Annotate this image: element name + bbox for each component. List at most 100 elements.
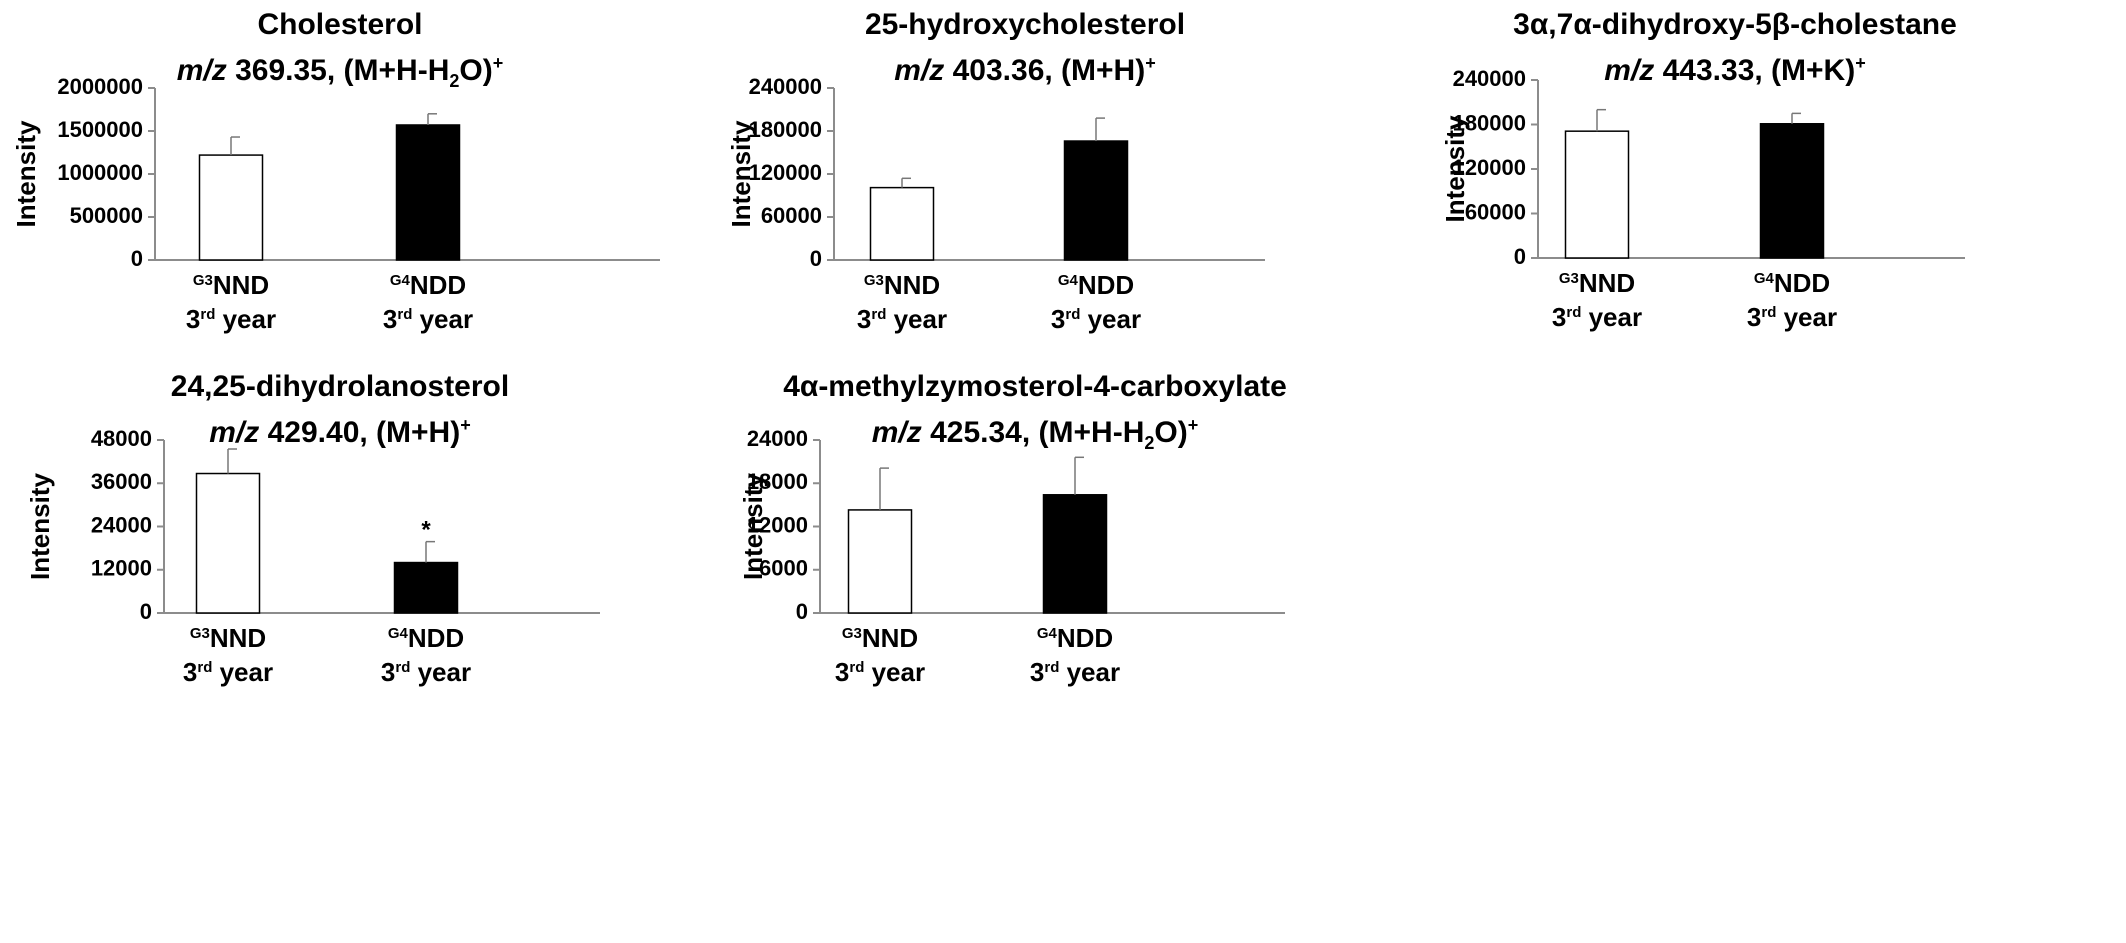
bar [869,186,935,261]
chart-panel-dihydroxy-cholestane: 3α,7α-dihydroxy-5β-cholestane m/z 443.33… [1405,0,2105,470]
adduct-post: O) [459,54,493,87]
x-category-year: 3rd year [381,657,471,687]
significance-marker: * [421,517,431,544]
x-category-label: G4NDD [388,623,464,653]
x-category-year: 3rd year [186,304,276,334]
mz-line: m/z 403.36, (M+H)+ [745,44,1305,100]
x-category-label: G4NDD [1058,270,1134,300]
y-tick-label: 24000 [91,512,152,537]
x-category-label: G4NDD [1037,623,1113,653]
adduct-pre: , (M+K) [1754,54,1856,87]
adduct-sup: + [492,53,504,73]
y-tick-label: 0 [796,599,808,624]
y-tick-label: 0 [1514,244,1526,269]
chart-title: 25-hydroxycholesterol m/z 403.36, (M+H)+ [745,6,1305,100]
adduct-sup: + [1855,53,1866,73]
y-tick-label: 1500000 [57,117,143,142]
y-tick-label: 240000 [749,74,822,99]
y-tick-label: 180000 [1453,110,1526,135]
bar [395,124,461,261]
mz-line: m/z 429.40, (M+H)+ [60,406,620,462]
y-tick-label: 60000 [1465,199,1526,224]
y-tick-label: 1000000 [57,160,143,185]
x-category-year: 3rd year [1051,304,1141,334]
mz-value: 429.40 [267,416,360,449]
adduct-sub: 2 [449,71,460,91]
y-tick-label: 180000 [749,117,822,142]
y-tick-label: 500000 [70,203,143,228]
x-category-label: G4NDD [390,270,466,300]
x-category-label: G3NND [842,623,918,653]
adduct-sub: 2 [1144,433,1155,453]
chart-svg: Intensity 0 12000 24000 36000 48000 G3NND 3rd y… [25,426,600,687]
adduct-sup: + [1145,53,1156,73]
x-category-label: G3NND [864,270,940,300]
chart-svg: Intensity 0 60000 120000 180000 240000 G3NND 3r… [726,74,1265,334]
y-tick-label: 240000 [1453,66,1526,91]
y-tick-label: 24000 [747,426,808,451]
mz-label: m/z [894,54,945,87]
bar [198,154,264,261]
x-category-year: 3rd year [1747,302,1837,332]
x-category-year: 3rd year [1030,657,1120,687]
chart-title: Cholesterol m/z 369.35, (M+H-H2O)+ [50,6,630,100]
adduct-pre: , (M+H) [1044,54,1146,87]
x-category-label: G3NND [1559,268,1635,298]
compound-name: 25-hydroxycholesterol [864,8,1186,41]
chart-title: 3α,7α-dihydroxy-5β-cholestane m/z 443.33… [1445,6,2025,100]
bar [1042,494,1108,614]
x-category-year: 3rd year [383,304,473,334]
mz-label: m/z [1604,54,1655,87]
x-category-year: 3rd year [1552,302,1642,332]
y-tick-label: 60000 [761,203,822,228]
x-category-year: 3rd year [835,657,925,687]
mz-label: m/z [871,416,922,449]
bar [1759,123,1825,259]
y-axis-label: Intensity [1440,115,1470,222]
mz-value: 369.35 [235,54,327,87]
bar [1564,130,1630,259]
chart-title: 4α-methylzymosterol-4-carboxylate m/z 42… [735,368,1335,462]
y-axis-label: Intensity [726,120,756,227]
y-tick-label: 6000 [759,556,808,581]
compound-name: Cholesterol [257,8,423,41]
adduct-pre: , (M+H) [359,416,461,449]
chart-title: 24,25-dihydrolanosterol m/z 429.40, (M+H… [60,368,620,462]
y-axis-label: Intensity [11,120,41,227]
mz-value: 443.33 [1662,54,1755,87]
y-tick-label: 120000 [749,160,822,185]
chart-panel-25-hydroxycholesterol: 25-hydroxycholesterol m/z 403.36, (M+H)+… [705,0,1405,470]
y-tick-label: 0 [131,246,143,271]
x-category-label: G3NND [190,623,266,653]
y-tick-label: 18000 [747,469,808,494]
chart-panel-cholesterol: Cholesterol m/z 369.35, (M+H-H2O)+ Inten… [0,0,700,470]
chart-svg: Intensity 0 60000 120000 180000 240000 G3NND 3r… [1440,66,1965,332]
bar [195,472,261,614]
y-tick-label: 2000000 [57,74,143,99]
x-category-year: 3rd year [857,304,947,334]
mz-line: m/z 369.35, (M+H-H2O)+ [50,44,630,100]
mz-value: 403.36 [952,54,1045,87]
y-tick-label: 0 [140,599,152,624]
x-category-label: G4NDD [1754,268,1830,298]
y-axis-label: Intensity [738,473,768,580]
bar [393,561,459,614]
compound-name: 24,25-dihydrolanosterol [170,370,510,403]
mz-label: m/z [176,54,227,87]
chart-svg: Intensity 0 6000 12000 18000 24000 G3NND 3rd ye… [738,426,1285,687]
chart-svg: Intensity 0 500000 1000000 1500000 2000000 G3N… [11,74,660,334]
adduct-sup: + [460,415,471,435]
adduct-sup: + [1187,415,1199,435]
x-category-year: 3rd year [183,657,273,687]
compound-name: 3α,7α-dihydroxy-5β-cholestane [1513,8,1957,41]
mz-line: m/z 425.34, (M+H-H2O)+ [735,406,1335,462]
y-axis-label: Intensity [25,473,55,580]
mz-label: m/z [209,416,260,449]
mz-line: m/z 443.33, (M+K)+ [1445,44,2025,100]
x-category-label: G3NND [193,270,269,300]
bar [847,509,913,614]
compound-name: 4α-methylzymosterol-4-carboxylate [783,370,1287,403]
y-tick-label: 0 [810,246,822,271]
y-tick-label: 48000 [91,426,152,451]
y-tick-label: 12000 [91,556,152,581]
